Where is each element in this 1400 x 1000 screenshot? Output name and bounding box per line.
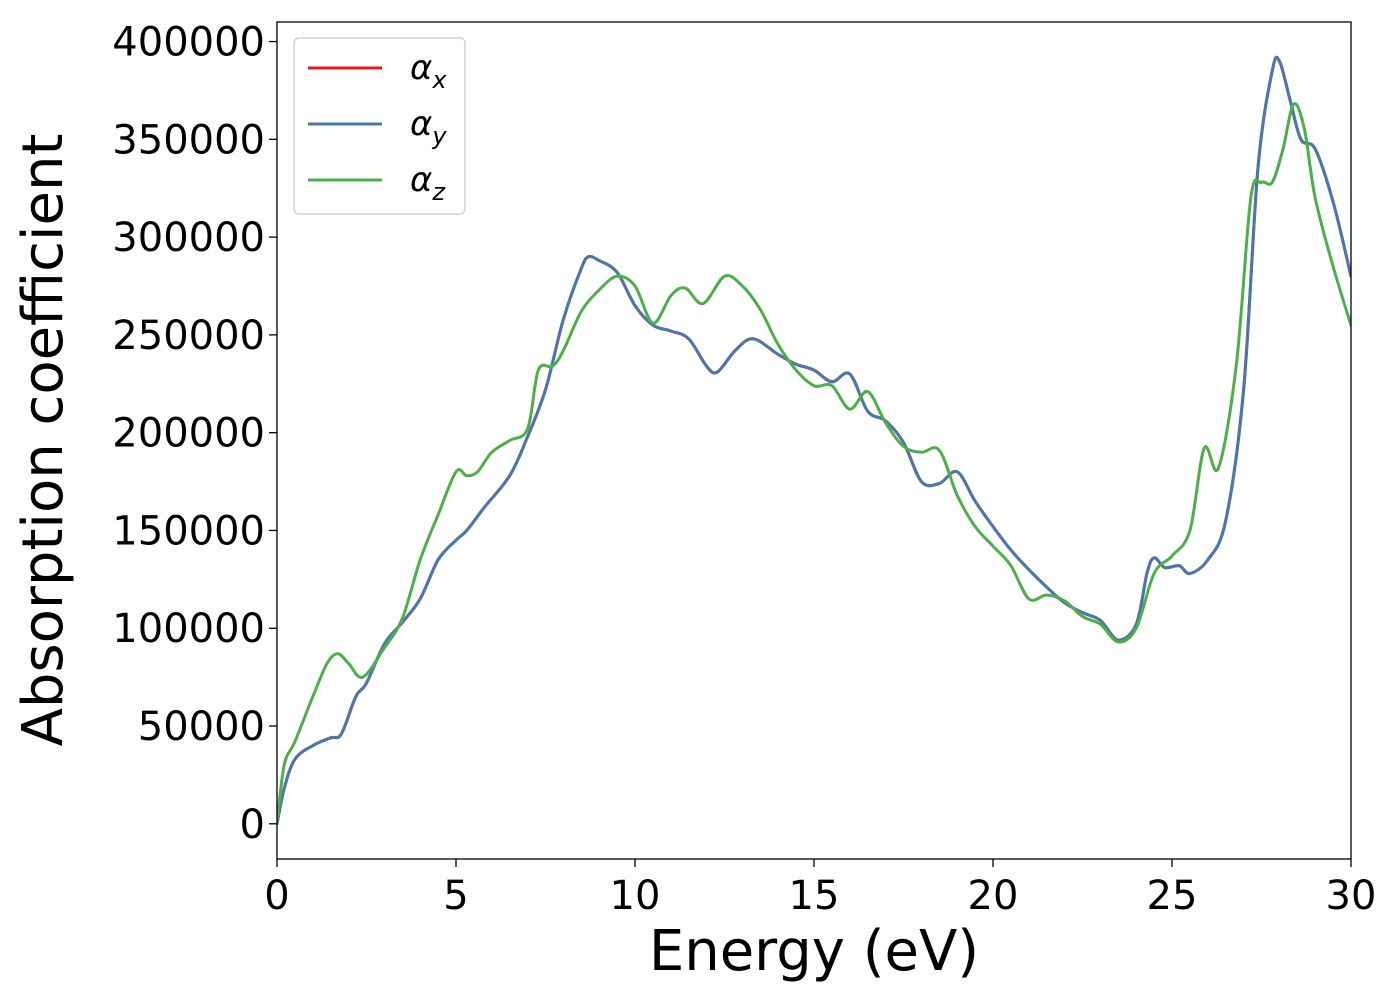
y-tick-label: 0 [240, 802, 265, 848]
y-tick-label: 100000 [112, 606, 265, 652]
legend-label-alpha-y: αy [410, 104, 447, 150]
y-tick-label: 50000 [138, 704, 265, 750]
legend-symbol: α [410, 160, 432, 200]
x-axis-title: Energy (eV) [649, 919, 979, 984]
y-tick-label: 350000 [112, 117, 265, 163]
legend-symbol: α [410, 104, 432, 144]
x-tick-label: 0 [264, 873, 289, 919]
legend-subscript: y [431, 122, 447, 150]
y-tick-label: 150000 [112, 508, 265, 554]
y-tick-label: 400000 [112, 20, 265, 66]
y-tick-label: 250000 [112, 313, 265, 359]
x-tick-label: 20 [968, 873, 1019, 919]
x-tick-label: 30 [1326, 873, 1377, 919]
x-axis-ticks: 0 5 10 15 20 25 30 [264, 859, 1376, 919]
y-tick-label: 300000 [112, 215, 265, 261]
y-axis-title: Absorption coefficient [11, 134, 76, 747]
legend-symbol: α [410, 48, 432, 88]
x-tick-label: 5 [443, 873, 468, 919]
x-tick-label: 25 [1147, 873, 1198, 919]
x-tick-label: 15 [789, 873, 840, 919]
legend-label-alpha-x: αx [410, 48, 447, 94]
x-tick-label: 10 [610, 873, 661, 919]
series-line-alpha-z [277, 102, 1351, 826]
legend-box [293, 37, 466, 215]
legend-subscript: z [431, 178, 446, 206]
y-axis-ticks: 0 50000 100000 150000 200000 250000 300000 3500… [112, 20, 277, 848]
series-line-alpha-y [277, 55, 1351, 826]
series-lines [277, 55, 1351, 826]
legend-label-alpha-z: αz [410, 160, 446, 206]
y-tick-label: 200000 [112, 411, 265, 457]
legend-subscript: x [431, 66, 447, 94]
